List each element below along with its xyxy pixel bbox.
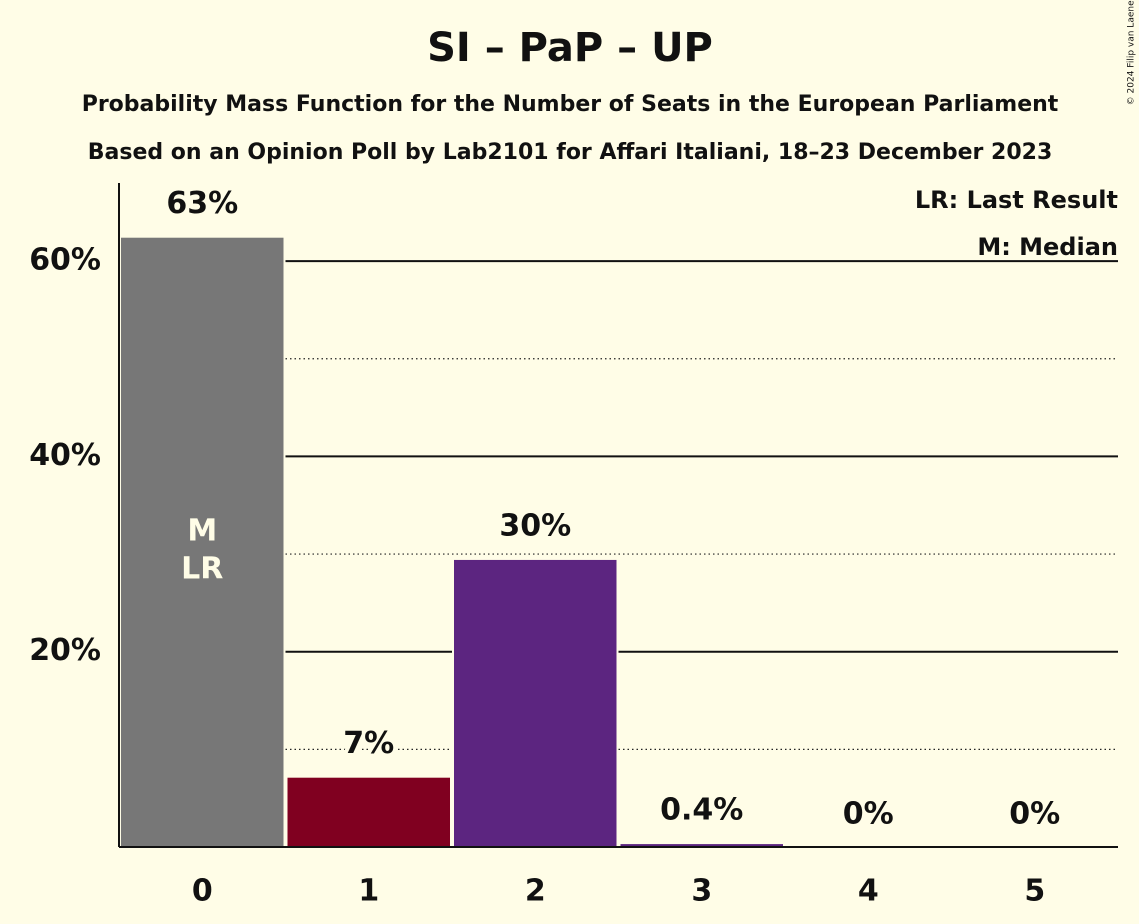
legend-entry: M: Median xyxy=(977,233,1118,261)
chart-title: SI – PaP – UP xyxy=(427,25,713,71)
value-label: 7% xyxy=(343,726,394,761)
bar xyxy=(452,557,619,848)
value-label: 63% xyxy=(166,186,238,221)
value-label: 30% xyxy=(499,508,571,543)
x-tick-label: 3 xyxy=(691,874,712,909)
x-tick-label: 0 xyxy=(192,874,213,909)
chart-subtitle: Based on an Opinion Poll by Lab2101 for … xyxy=(88,140,1053,165)
x-tick-label: 1 xyxy=(358,874,379,909)
x-tick-label: 4 xyxy=(858,874,879,909)
x-tick-label: 5 xyxy=(1024,874,1045,909)
chart-subtitle: Probability Mass Function for the Number… xyxy=(82,92,1059,117)
legend-entry: LR: Last Result xyxy=(915,186,1118,214)
value-label: 0% xyxy=(1009,797,1060,832)
value-label: 0.4% xyxy=(660,793,743,828)
bar xyxy=(285,775,452,848)
y-tick-label: 60% xyxy=(29,243,101,278)
value-label: 0% xyxy=(843,797,894,832)
y-tick-label: 20% xyxy=(29,633,101,668)
bar-annotation: LR xyxy=(181,551,223,586)
copyright: © 2024 Filip van Laenen xyxy=(1127,0,1137,105)
x-tick-label: 2 xyxy=(525,874,546,909)
bar-annotation: M xyxy=(187,513,217,548)
y-tick-label: 40% xyxy=(29,438,101,473)
